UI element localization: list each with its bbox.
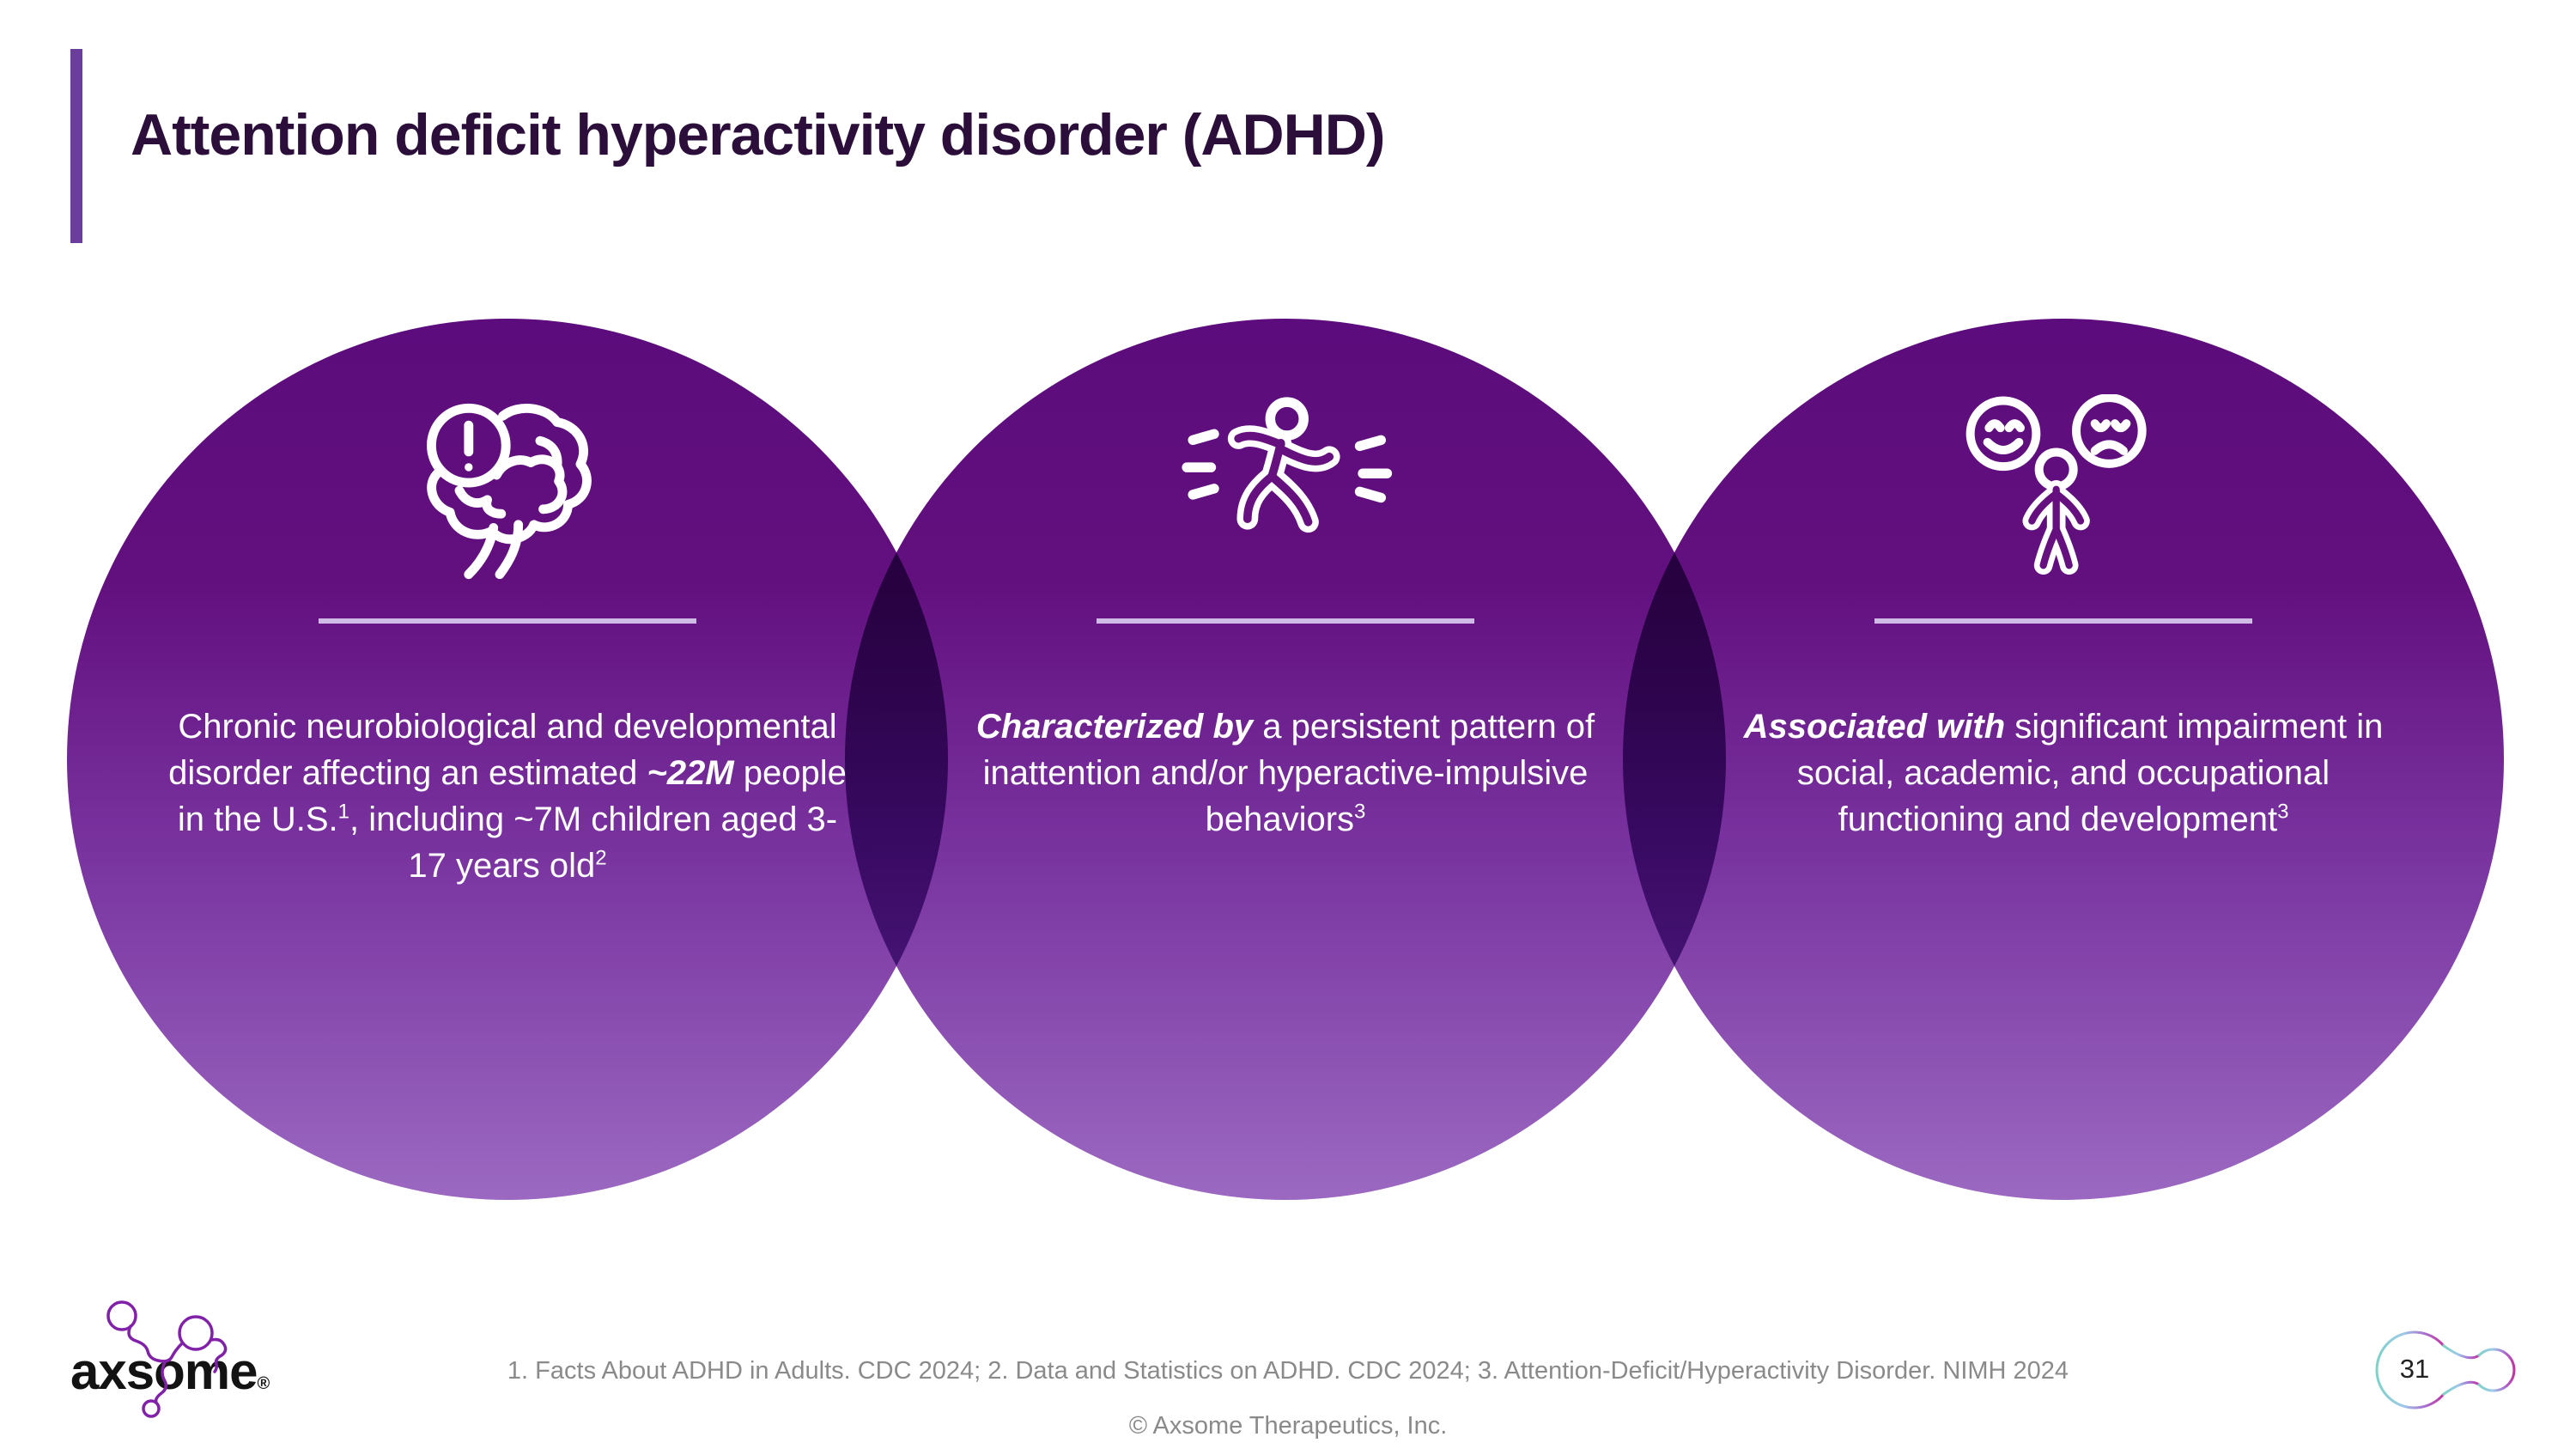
text-run: a persistent pattern of inattention and/…: [982, 708, 1595, 838]
circle-2-text: Characterized by a persistent pattern of…: [946, 703, 1625, 843]
registered-mark: ®: [257, 1374, 270, 1393]
person-mood-faces-icon: [1956, 393, 2171, 583]
text-run: significant impairment in social, academ…: [1796, 708, 2384, 838]
page-title: Attention deficit hyperactivity disorder…: [131, 102, 1385, 167]
copyright-text: © Axsome Therapeutics, Inc.: [1128, 1412, 1448, 1440]
circle-1: Chronic neurobiological and developmenta…: [67, 319, 948, 1200]
page-number: 31: [2399, 1354, 2430, 1384]
footnote-ref: 3: [1354, 800, 1366, 824]
page-number-molecule-icon: [2375, 1330, 2516, 1409]
divider-line: [1874, 618, 2252, 624]
text-run: people in the U.S.: [177, 754, 847, 838]
text-run-emphasis: Characterized by: [975, 708, 1254, 746]
circle-3-text: Associated with significant impairment i…: [1724, 703, 2403, 843]
molecule-squiggle-icon: [106, 1300, 228, 1418]
footnote-ref: 2: [595, 846, 607, 870]
footnote-ref: 1: [337, 800, 349, 824]
circle-background-3: [1623, 319, 2504, 1200]
divider-line: [1097, 618, 1474, 624]
hyperactive-person-icon: [1172, 394, 1400, 566]
footnote-ref: 3: [2277, 800, 2289, 824]
circle-2: Characterized by a persistent pattern of…: [845, 319, 1726, 1200]
circle-3: Associated with significant impairment i…: [1623, 319, 2504, 1200]
brain-alert-icon: [407, 394, 609, 600]
divider-line: [319, 618, 696, 624]
circle-1-text: Chronic neurobiological and developmenta…: [168, 703, 847, 889]
text-run-emphasis: ~22M: [647, 754, 734, 792]
axsome-logo: axsome®: [69, 1288, 361, 1443]
text-run: , including ~7M children aged 3-17 years…: [349, 801, 838, 885]
title-accent-bar: [70, 49, 82, 243]
references-footnote: 1. Facts About ADHD in Adults. CDC 2024;…: [507, 1357, 2069, 1385]
text-run: Chronic neurobiological and developmenta…: [168, 708, 837, 792]
text-run-emphasis: Associated with: [1743, 708, 2006, 746]
